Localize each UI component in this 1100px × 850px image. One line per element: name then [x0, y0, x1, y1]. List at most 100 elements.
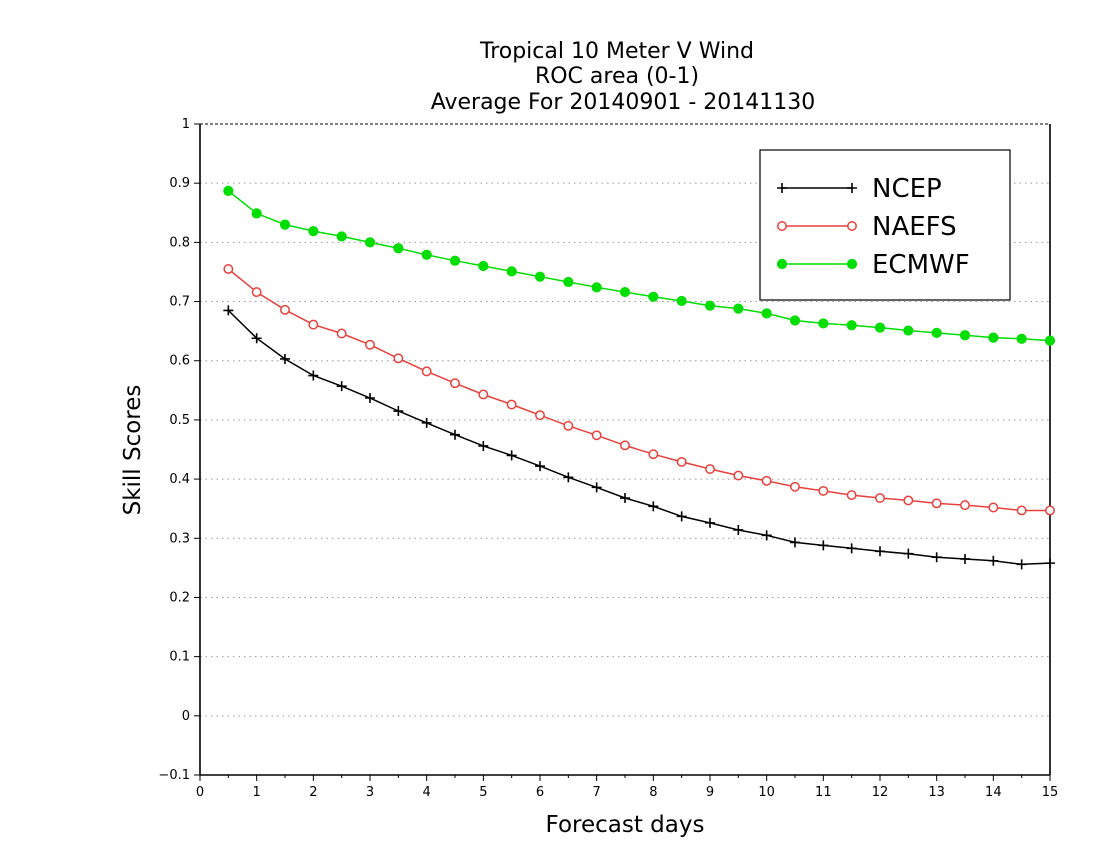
ncep-point: [705, 517, 715, 528]
x-tick-label: 13: [928, 785, 945, 800]
x-tick-label: 7: [593, 785, 601, 800]
x-tick-label: 3: [366, 785, 374, 800]
axes: −0.100.10.20.30.40.50.60.70.80.910 1 2 3 4 5 6…: [158, 117, 1058, 800]
legend-marker-naefs: [777, 221, 787, 231]
y-tick-label: 0.1: [169, 650, 190, 665]
naefs-point: [705, 464, 715, 474]
y-tick-label: 0.4: [169, 472, 190, 487]
ecmwf-point: [591, 282, 602, 293]
ecmwf-point: [393, 243, 404, 254]
ecmwf-point: [648, 291, 659, 302]
y-tick-label: −0.1: [158, 768, 190, 783]
ncep-point: [960, 553, 970, 564]
x-tick-label: 15: [1042, 785, 1059, 800]
x-axis-label: Forecast days: [546, 812, 705, 838]
ncep-point: [875, 546, 885, 557]
ncep-point: [1045, 558, 1055, 569]
naefs-point: [988, 502, 999, 513]
legend-label-ncep: NCEP: [872, 174, 942, 204]
ecmwf-point: [364, 237, 376, 248]
naefs-point: [620, 440, 630, 451]
x-tick-label: 11: [815, 785, 832, 800]
x-tick-label: 2: [309, 785, 317, 800]
ncep-point: [280, 353, 290, 364]
ecmwf-point: [449, 255, 461, 266]
x-tick-label: 14: [985, 785, 1002, 800]
title-line-3: Average For 20140901 - 20141130: [431, 90, 816, 115]
legend-marker-naefs: [847, 221, 857, 231]
ecmwf-point: [704, 300, 716, 311]
ncep-point: [336, 381, 347, 392]
ecmwf-point: [1044, 335, 1056, 346]
naefs-point: [903, 495, 914, 506]
legend-marker-ncep: [847, 183, 857, 193]
series-naefs: [223, 264, 1055, 516]
legend-label-ecmwf: ECMWF: [872, 250, 970, 280]
series-ncep: [223, 305, 1055, 570]
ecmwf-point: [676, 295, 687, 307]
ecmwf-point: [959, 330, 971, 341]
ncep-point: [931, 552, 942, 563]
naefs-point: [393, 353, 404, 364]
y-tick-label: 0.8: [169, 235, 190, 250]
naefs-point: [931, 498, 942, 509]
x-tick-label: 9: [706, 785, 714, 800]
naefs-point: [563, 420, 574, 431]
ncep-point: [676, 511, 687, 522]
ecmwf-point: [903, 325, 914, 336]
ncep-point: [818, 540, 829, 551]
y-tick-label: 0.9: [169, 176, 190, 191]
legend-box: [759, 149, 1011, 301]
ecmwf-point: [279, 219, 291, 230]
y-tick-label: 0.5: [169, 413, 190, 428]
ncep-point: [365, 393, 375, 404]
naefs-point: [733, 470, 744, 481]
ecmwf-point: [931, 327, 942, 339]
x-tick-label: 12: [872, 785, 889, 800]
y-tick-label: 0.3: [169, 531, 190, 546]
ecmwf-point: [308, 226, 319, 237]
ncep-point: [450, 429, 460, 440]
x-tick-label: 0: [196, 785, 204, 800]
series-plot: [223, 185, 1056, 570]
naefs-point: [648, 449, 659, 460]
ecmwf-point: [874, 322, 886, 333]
x-tick-label: 1: [253, 785, 261, 800]
ncep-point: [846, 543, 857, 554]
title-line-1: Tropical 10 Meter V Wind: [479, 39, 754, 64]
ecmwf-point: [563, 276, 574, 288]
naefs-point: [251, 287, 262, 298]
y-tick-label: 0: [182, 709, 190, 724]
naefs-point: [790, 481, 800, 492]
naefs-point: [818, 485, 829, 496]
ncep-point: [790, 537, 800, 548]
ecmwf-point: [619, 286, 631, 298]
ecmwf-point: [818, 318, 829, 329]
ncep-point: [733, 524, 744, 535]
y-tick-label: 0.6: [169, 354, 190, 369]
y-axis-label: Skill Scores: [120, 385, 146, 516]
ecmwf-point: [1016, 333, 1027, 344]
ecmwf-point: [506, 266, 517, 277]
ncep-point: [563, 472, 574, 483]
ecmwf-point: [534, 271, 546, 282]
naefs-point: [535, 410, 545, 421]
ecmwf-point: [733, 303, 744, 314]
y-tick-label: 0.7: [169, 295, 190, 310]
legend-label-naefs: NAEFS: [872, 212, 957, 242]
ncep-point: [620, 493, 630, 504]
naefs-point: [280, 304, 290, 315]
naefs-point: [450, 378, 460, 389]
naefs-point: [1045, 505, 1055, 516]
naefs-point: [421, 366, 432, 377]
x-tick-label: 10: [758, 785, 775, 800]
y-tick-label: 0.2: [169, 590, 190, 605]
naefs-point: [761, 475, 772, 486]
ncep-point: [421, 417, 432, 428]
ncep-point: [308, 370, 319, 381]
naefs-point: [308, 319, 319, 330]
ecmwf-point: [223, 185, 234, 196]
naefs-point: [506, 399, 517, 410]
title-line-2: ROC area (0-1): [535, 64, 699, 89]
